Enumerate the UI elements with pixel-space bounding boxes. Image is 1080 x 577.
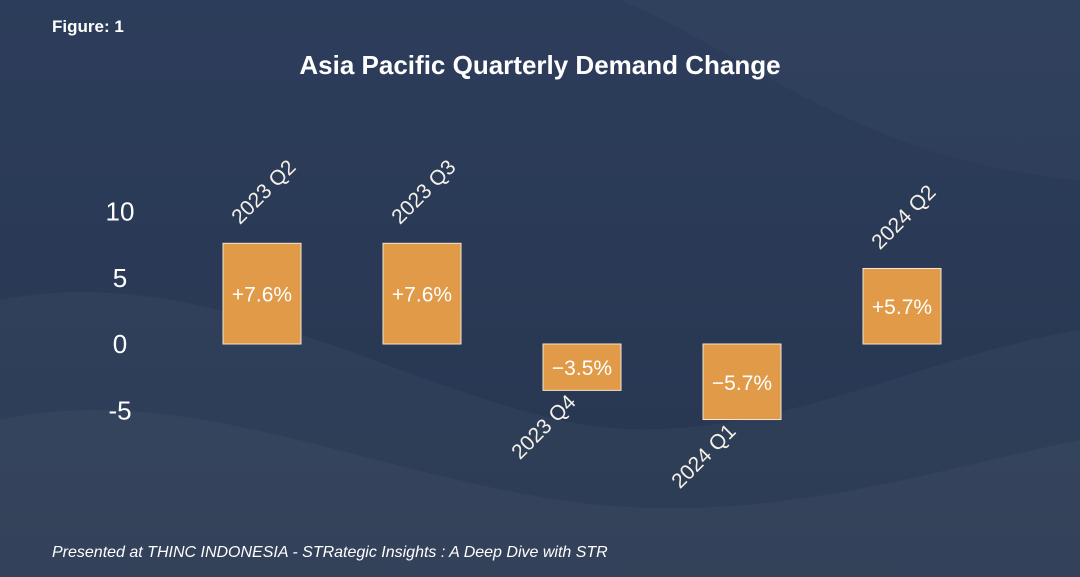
data-label: +7.6% <box>392 284 452 307</box>
category-label: 2023 Q2 <box>227 156 300 229</box>
data-label: +7.6% <box>232 284 292 307</box>
bar <box>222 242 302 345</box>
data-label: +5.7% <box>872 296 932 319</box>
footer-note: Presented at THINC INDONESIA - STRategic… <box>52 544 608 561</box>
data-label: −5.7% <box>712 372 772 395</box>
chart-title: Asia Pacific Quarterly Demand Change <box>299 50 781 80</box>
figure-label: Figure: 1 <box>52 17 124 36</box>
bar <box>702 343 782 421</box>
y-tick-label: 10 <box>106 197 135 227</box>
y-tick-label: -5 <box>108 395 131 425</box>
category-label: 2023 Q3 <box>387 156 460 229</box>
bar <box>542 343 622 391</box>
category-label: 2024 Q2 <box>867 181 940 254</box>
data-label: −3.5% <box>552 357 612 380</box>
y-tick-label: 5 <box>113 263 127 293</box>
category-label: 2024 Q1 <box>667 420 740 493</box>
category-label: 2023 Q4 <box>507 390 580 463</box>
y-tick-label: 0 <box>113 329 127 359</box>
bar <box>382 242 462 345</box>
bar <box>862 267 942 345</box>
